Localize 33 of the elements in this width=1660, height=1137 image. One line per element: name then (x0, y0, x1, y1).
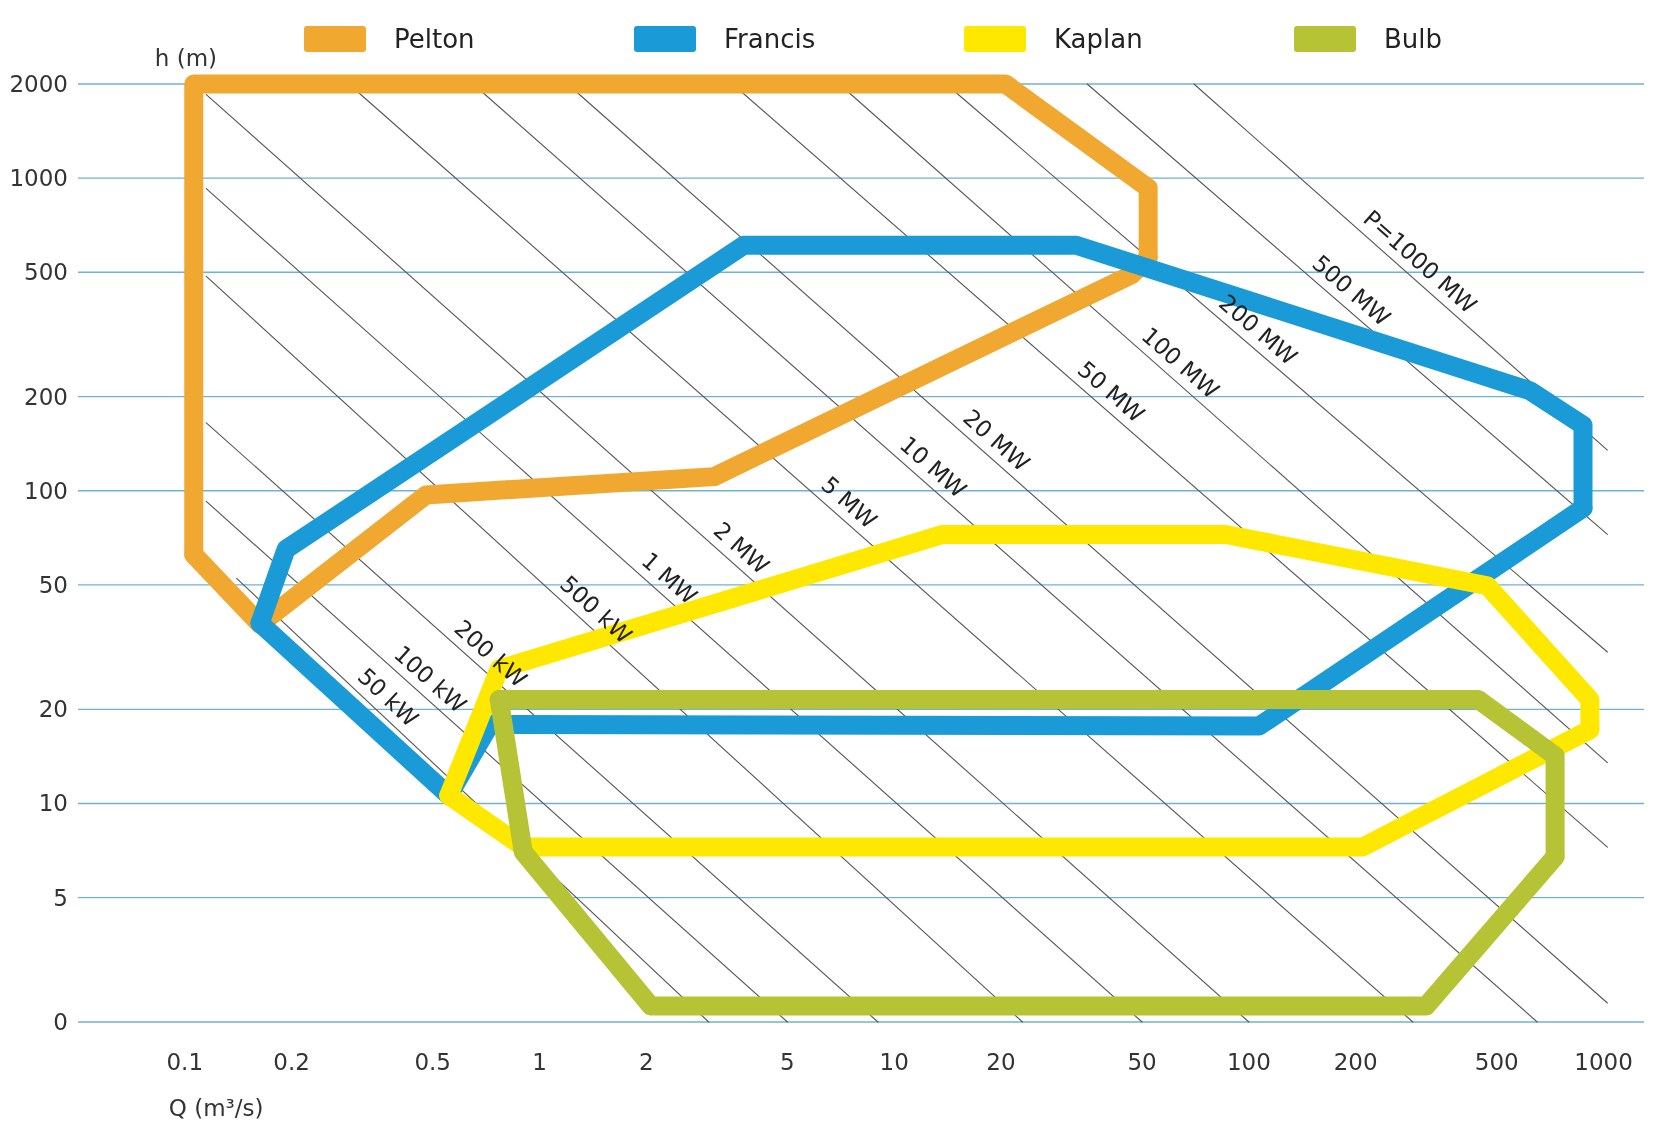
x-tick-label: 1 (532, 1049, 547, 1075)
x-axis-title: Q (m³/s) (168, 1095, 264, 1121)
y-tick-label: 20 (38, 696, 68, 723)
y-axis-title: h (m) (154, 45, 218, 71)
y-tick-label: 10 (38, 790, 68, 817)
x-tick-label: 10 (879, 1049, 909, 1075)
y-tick-label: 50 (38, 571, 68, 598)
legend-label: Francis (724, 24, 816, 54)
y-tick-label: 500 (24, 259, 68, 286)
annotation: 500 kW (555, 570, 638, 649)
y-tick-label: 2000 (9, 71, 68, 97)
annotation: 5 MW (816, 471, 882, 534)
x-tick-label: 5 (780, 1049, 795, 1075)
x-tick-label: 2 (638, 1049, 654, 1075)
x-tick-label: 0.2 (273, 1049, 310, 1075)
y-tick-label: 200 (24, 383, 68, 410)
y-tick-label: 5 (53, 884, 68, 911)
y-tick-label: 0 (53, 1009, 68, 1035)
y-tick-label: 1000 (9, 165, 68, 192)
x-tick-label: 1000 (1574, 1049, 1633, 1075)
legend-label: Pelton (394, 24, 475, 54)
x-tick-label: 100 (1226, 1049, 1271, 1075)
x-tick-label: 50 (1127, 1049, 1157, 1075)
x-tick-label: 500 (1474, 1049, 1519, 1075)
annotation: 2 MW (708, 516, 775, 580)
x-tick-label: 20 (986, 1049, 1016, 1075)
y-tick-label: 100 (24, 477, 68, 504)
legend-label: Kaplan (1054, 24, 1143, 54)
x-tick-label: 200 (1333, 1049, 1378, 1075)
annotation: 1 MW (636, 547, 703, 610)
x-tick-label: 0.5 (414, 1049, 451, 1075)
legend-label: Bulb (1384, 24, 1443, 54)
x-tick-label: 0.1 (166, 1049, 204, 1075)
